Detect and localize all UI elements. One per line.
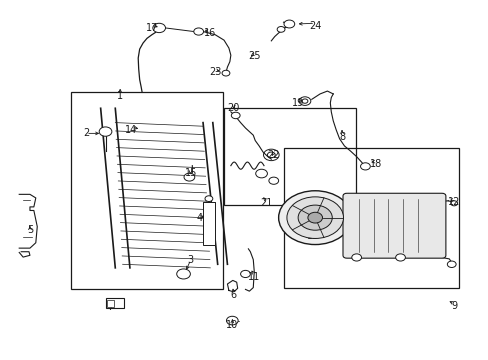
Text: 20: 20 — [227, 103, 240, 113]
Text: 24: 24 — [308, 21, 321, 31]
Circle shape — [226, 316, 238, 325]
Text: 21: 21 — [260, 198, 272, 208]
Bar — [224, 108, 355, 205]
Text: 15: 15 — [184, 168, 197, 178]
Circle shape — [351, 254, 361, 261]
Circle shape — [99, 127, 112, 136]
Text: 12: 12 — [447, 197, 459, 207]
Text: 14: 14 — [125, 125, 137, 135]
Text: 3: 3 — [187, 255, 194, 265]
Circle shape — [193, 28, 203, 35]
Text: 16: 16 — [204, 28, 216, 38]
Text: 6: 6 — [230, 291, 236, 301]
Circle shape — [268, 177, 278, 184]
Bar — [71, 92, 222, 289]
Circle shape — [284, 20, 294, 28]
Text: 10: 10 — [226, 320, 238, 330]
FancyBboxPatch shape — [342, 193, 445, 258]
Text: 19: 19 — [291, 98, 304, 108]
Circle shape — [183, 173, 194, 181]
Circle shape — [286, 197, 343, 238]
Circle shape — [204, 196, 212, 202]
Circle shape — [255, 169, 267, 178]
Circle shape — [153, 23, 165, 33]
Circle shape — [302, 99, 307, 103]
Bar — [107, 300, 114, 307]
Text: 8: 8 — [338, 132, 345, 142]
Bar — [203, 202, 215, 244]
Circle shape — [176, 269, 190, 279]
Text: 5: 5 — [27, 225, 33, 235]
Text: 11: 11 — [247, 272, 260, 282]
Circle shape — [450, 201, 457, 206]
Text: 2: 2 — [83, 129, 89, 138]
Circle shape — [307, 212, 322, 223]
Text: 22: 22 — [267, 150, 280, 160]
Text: 13: 13 — [306, 231, 318, 240]
Circle shape — [299, 97, 310, 105]
Circle shape — [360, 163, 369, 170]
Text: 18: 18 — [369, 159, 382, 169]
Circle shape — [267, 152, 275, 158]
Bar — [105, 298, 124, 309]
Circle shape — [231, 112, 240, 119]
Circle shape — [240, 270, 250, 278]
Text: 9: 9 — [450, 301, 456, 311]
Circle shape — [277, 27, 285, 32]
Text: 7: 7 — [107, 302, 113, 312]
Text: 4: 4 — [196, 213, 203, 222]
Circle shape — [278, 191, 351, 244]
Circle shape — [263, 149, 279, 161]
Circle shape — [395, 254, 405, 261]
Circle shape — [298, 205, 331, 230]
Circle shape — [447, 261, 455, 267]
Circle shape — [222, 70, 229, 76]
Text: 1: 1 — [117, 91, 123, 101]
Text: 17: 17 — [145, 23, 158, 33]
Bar — [283, 148, 458, 288]
Text: 23: 23 — [209, 67, 221, 77]
Text: 25: 25 — [247, 51, 260, 61]
